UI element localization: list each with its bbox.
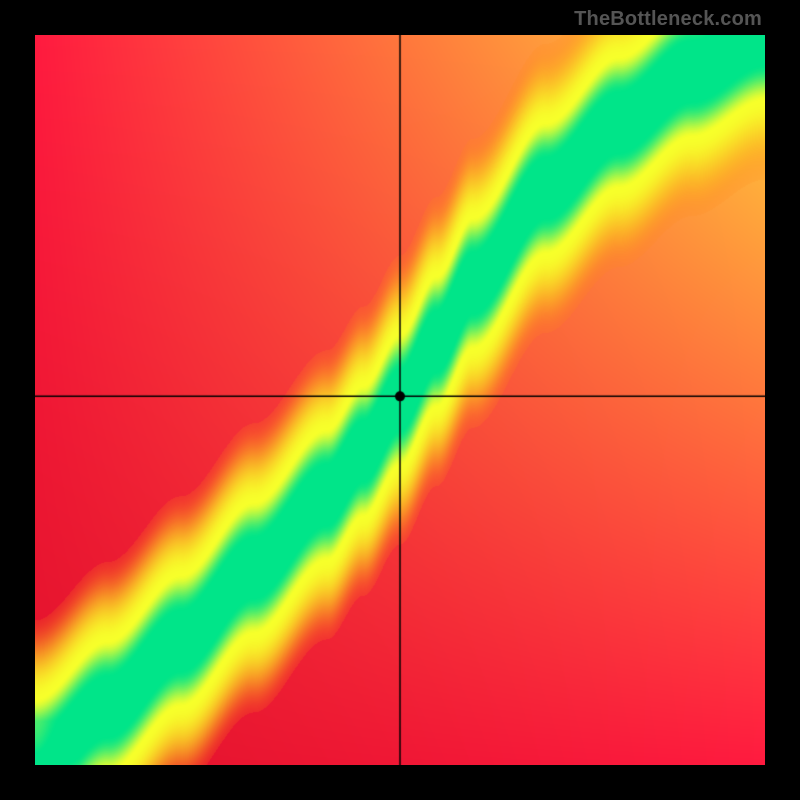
heatmap-canvas [35,35,765,765]
chart-container: { "watermark": { "text": "TheBottleneck.… [0,0,800,800]
watermark-text: TheBottleneck.com [574,8,762,31]
heatmap-plot [35,35,765,765]
